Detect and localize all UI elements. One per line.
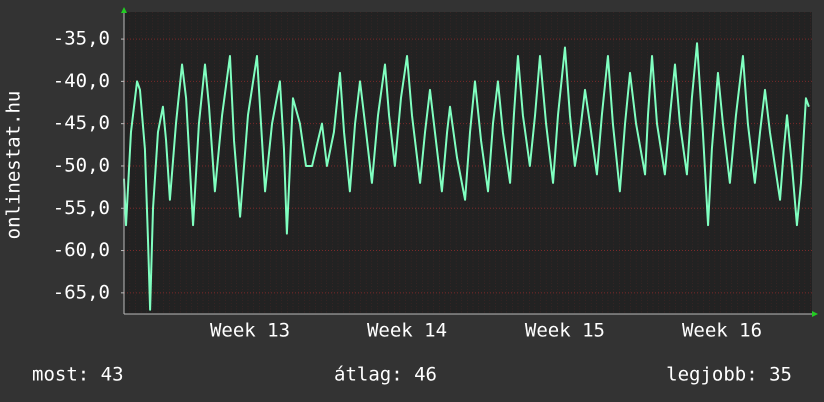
y-tick-label: -55,0 bbox=[53, 197, 110, 219]
x-tick-label: Week 14 bbox=[367, 320, 447, 342]
x-tick-label: Week 15 bbox=[525, 320, 605, 342]
x-tick-label: Week 13 bbox=[210, 320, 290, 342]
footer-average: átlag: 46 bbox=[334, 364, 437, 386]
x-arrow bbox=[812, 311, 818, 317]
y-arrow bbox=[121, 7, 127, 13]
y-axis-label: onlinestat.hu bbox=[3, 91, 25, 240]
y-tick-label: -50,0 bbox=[53, 154, 110, 176]
footer-current: most: 43 bbox=[32, 364, 124, 386]
y-tick-label: -65,0 bbox=[53, 281, 110, 303]
y-tick-label: -40,0 bbox=[53, 70, 110, 92]
footer-best: legjobb: 35 bbox=[666, 364, 792, 386]
plot bbox=[123, 38, 812, 311]
y-tick-label: -60,0 bbox=[53, 239, 110, 261]
y-tick-label: -45,0 bbox=[53, 112, 110, 134]
y-tick-label: -35,0 bbox=[53, 28, 110, 50]
x-tick-label: Week 16 bbox=[682, 320, 762, 342]
data-line bbox=[123, 42, 810, 311]
